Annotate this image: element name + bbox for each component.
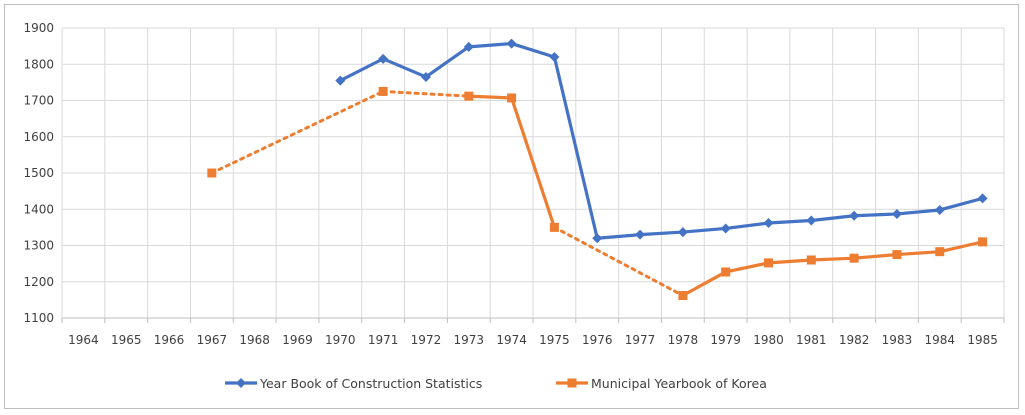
data-point xyxy=(335,75,346,86)
x-tick-label: 1973 xyxy=(453,333,484,347)
data-point xyxy=(892,250,902,260)
data-point xyxy=(806,215,817,226)
y-axis-ticks: 1100 1200 1300 1400 1500 1600 1700 1800 1900 xyxy=(23,21,54,325)
y-tick-label: 1500 xyxy=(23,166,54,180)
y-tick-label: 1700 xyxy=(23,94,54,108)
y-tick-label: 1600 xyxy=(23,130,54,144)
legend-label: Municipal Yearbook of Korea xyxy=(591,376,767,391)
data-point xyxy=(935,247,945,257)
data-point xyxy=(677,227,688,238)
legend-marker xyxy=(567,378,577,388)
x-tick-label: 1977 xyxy=(625,333,656,347)
legend-item-0: Year Book of Construction Statistics xyxy=(225,376,482,391)
data-point xyxy=(207,168,217,178)
data-point xyxy=(507,93,517,103)
x-tick-label: 1970 xyxy=(325,333,356,347)
x-tick-label: 1967 xyxy=(197,333,228,347)
gridlines xyxy=(61,27,1005,323)
x-tick-label: 1981 xyxy=(796,333,827,347)
x-tick-label: 1983 xyxy=(882,333,913,347)
y-tick-label: 1300 xyxy=(23,239,54,253)
x-tick-label: 1985 xyxy=(967,333,998,347)
series-line-solid xyxy=(682,240,983,297)
legend-marker xyxy=(236,378,246,388)
data-point xyxy=(720,223,731,234)
data-point xyxy=(891,208,902,219)
data-point xyxy=(378,53,389,64)
x-tick-label: 1969 xyxy=(282,333,313,347)
data-point xyxy=(977,193,988,204)
data-point xyxy=(464,91,474,101)
y-tick-label: 1900 xyxy=(23,21,54,35)
data-point xyxy=(549,222,559,232)
data-point xyxy=(678,291,688,301)
x-tick-label: 1975 xyxy=(539,333,570,347)
data-point xyxy=(378,86,388,96)
series-line-solid xyxy=(339,41,984,240)
x-tick-label: 1979 xyxy=(710,333,741,347)
x-tick-label: 1984 xyxy=(924,333,955,347)
x-tick-label: 1965 xyxy=(111,333,142,347)
legend: Year Book of Construction Statistics Muni… xyxy=(225,376,767,391)
data-point xyxy=(549,52,560,62)
legend-item-1: Municipal Yearbook of Korea xyxy=(556,376,767,391)
data-point xyxy=(806,255,816,265)
series-1 xyxy=(207,86,988,301)
x-tick-label: 1968 xyxy=(239,333,270,347)
data-point xyxy=(849,210,860,221)
x-tick-label: 1971 xyxy=(368,333,399,347)
x-axis-ticks: 1964 1965 1966 1967 1968 1969 1970 1971 1972 1973… xyxy=(68,333,998,347)
data-point xyxy=(764,258,773,268)
series-line-dotted xyxy=(381,89,471,98)
x-tick-label: 1982 xyxy=(839,333,870,347)
series-0 xyxy=(335,38,988,244)
legend-label: Year Book of Construction Statistics xyxy=(259,376,482,391)
series-line-dotted xyxy=(552,225,685,298)
series-line-dotted xyxy=(210,89,385,175)
x-tick-label: 1964 xyxy=(68,333,99,347)
data-point xyxy=(763,218,774,229)
data-point xyxy=(978,237,988,247)
x-tick-label: 1972 xyxy=(411,333,442,347)
data-point xyxy=(849,253,859,263)
data-point xyxy=(635,229,646,240)
data-point xyxy=(420,71,431,82)
x-tick-label: 1976 xyxy=(582,333,613,347)
x-tick-label: 1974 xyxy=(496,333,527,347)
data-point xyxy=(463,41,474,52)
x-tick-label: 1978 xyxy=(668,333,699,347)
data-point xyxy=(506,38,517,49)
data-point xyxy=(934,204,945,215)
x-tick-label: 1966 xyxy=(154,333,185,347)
chart-frame xyxy=(4,4,1019,409)
data-point xyxy=(721,267,731,277)
series-layer xyxy=(207,38,988,301)
y-tick-label: 1200 xyxy=(23,275,54,289)
y-tick-label: 1800 xyxy=(23,57,54,71)
y-tick-label: 1100 xyxy=(23,311,54,325)
data-point xyxy=(592,233,603,244)
y-tick-label: 1400 xyxy=(23,202,54,216)
series-line-solid xyxy=(468,94,556,228)
x-tick-label: 1980 xyxy=(753,333,784,347)
